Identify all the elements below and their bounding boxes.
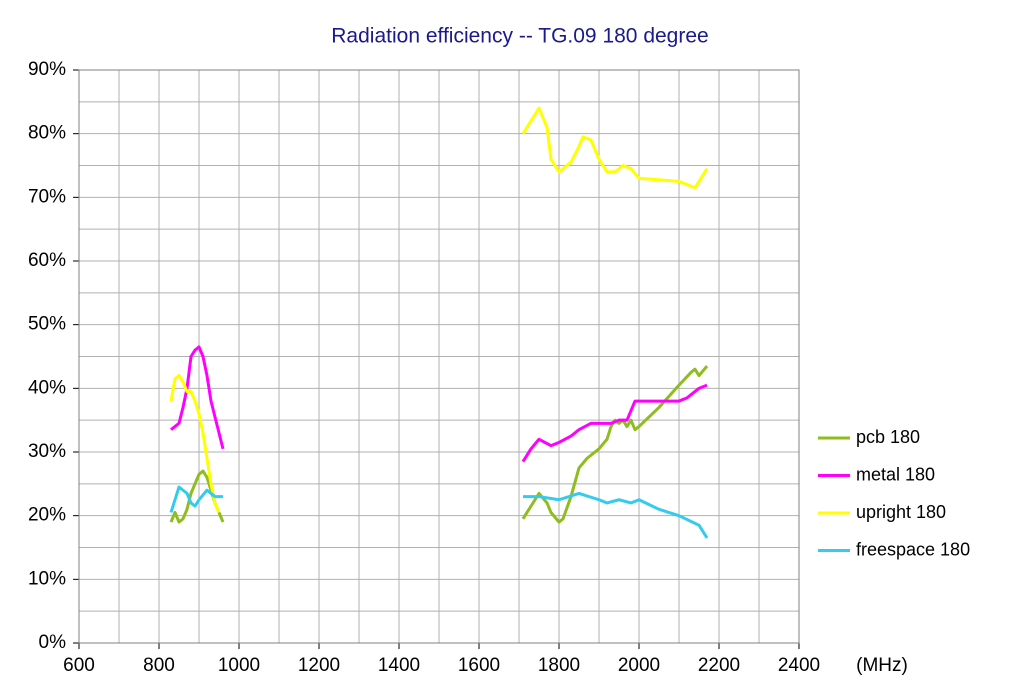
- legend-label: upright 180: [856, 502, 946, 522]
- x-tick-label: 1600: [458, 655, 500, 676]
- y-tick-label: 60%: [28, 250, 66, 271]
- x-tick-label: 1800: [538, 655, 580, 676]
- y-tick-label: 90%: [28, 59, 66, 80]
- y-tick-label: 80%: [28, 123, 66, 144]
- y-tick-label: 10%: [28, 568, 66, 589]
- chart-title: Radiation efficiency -- TG.09 180 degree: [331, 25, 708, 48]
- x-tick-label: 1400: [378, 655, 420, 676]
- series-line: [169, 485, 709, 539]
- x-tick-label: 2000: [618, 655, 660, 676]
- x-tick-label: 1000: [218, 655, 260, 676]
- x-tick-label: 600: [63, 655, 95, 676]
- series-line: [169, 106, 709, 514]
- y-tick-label: 30%: [28, 441, 66, 462]
- y-tick-label: 50%: [28, 314, 66, 335]
- y-tick-label: 20%: [28, 505, 66, 526]
- x-tick-label: 1200: [298, 655, 340, 676]
- x-axis-label: (MHz): [856, 655, 908, 676]
- x-tick-label: 2200: [698, 655, 740, 676]
- y-tick-label: 0%: [39, 632, 67, 653]
- x-tick-label: 2400: [778, 655, 820, 676]
- y-tick-label: 70%: [28, 186, 66, 207]
- y-tick-label: 40%: [28, 377, 66, 398]
- series-line: [170, 345, 708, 463]
- x-tick-label: 800: [143, 655, 175, 676]
- legend-label: pcb 180: [856, 427, 920, 447]
- plot-frame: [78, 69, 800, 644]
- legend-label: metal 180: [856, 464, 935, 484]
- legend-label: freespace 180: [856, 539, 970, 559]
